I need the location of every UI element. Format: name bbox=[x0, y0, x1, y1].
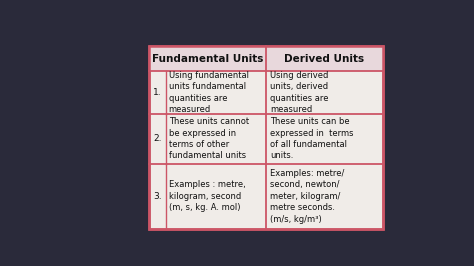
Bar bbox=[149, 46, 383, 228]
Text: Using fundamental
units fundamental
quantities are
measured: Using fundamental units fundamental quan… bbox=[169, 70, 249, 114]
Text: 1.: 1. bbox=[153, 88, 162, 97]
Text: Examples: metre/
second, newton/
meter, kilogram/
metre seconds.
(m/s, kg/m³): Examples: metre/ second, newton/ meter, … bbox=[270, 169, 345, 224]
Text: These units cannot
be expressed in
terms of other
fundamental units: These units cannot be expressed in terms… bbox=[169, 117, 249, 160]
Bar bbox=[149, 46, 383, 71]
Text: These units can be
expressed in  terms
of all fundamental
units.: These units can be expressed in terms of… bbox=[270, 117, 354, 160]
Text: Examples : metre,
kilogram, second
(m, s, kg. A. mol): Examples : metre, kilogram, second (m, s… bbox=[169, 180, 246, 212]
Text: 3.: 3. bbox=[153, 192, 162, 201]
Text: Fundamental Units: Fundamental Units bbox=[152, 53, 263, 64]
Text: Derived Units: Derived Units bbox=[284, 53, 364, 64]
Bar bbox=[149, 46, 383, 228]
Text: Using derived
units, derived
quantities are
measured: Using derived units, derived quantities … bbox=[270, 70, 329, 114]
Text: 2.: 2. bbox=[153, 134, 162, 143]
